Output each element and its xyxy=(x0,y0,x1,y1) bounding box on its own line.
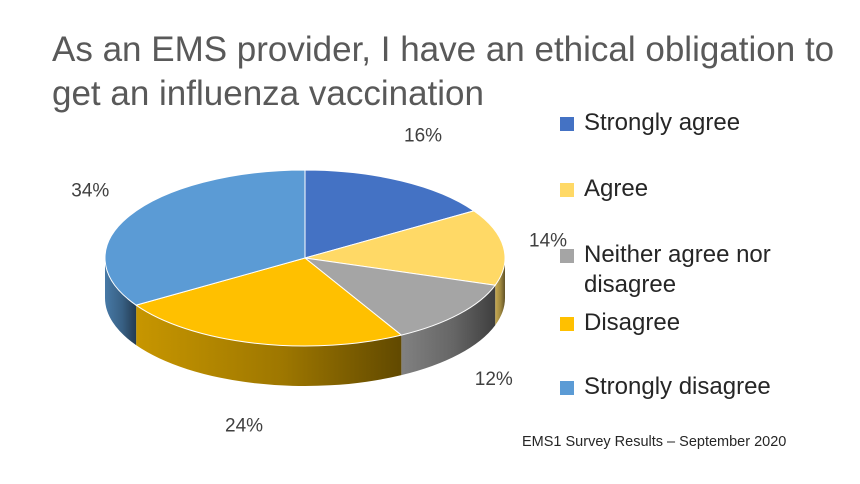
legend-swatch xyxy=(560,183,574,197)
data-label-neither-agree-nor-disagree: 12% xyxy=(475,369,513,390)
legend-swatch xyxy=(560,117,574,131)
legend-item-strongly-disagree: Strongly disagree xyxy=(560,372,771,402)
legend-label: Strongly agree xyxy=(584,109,741,136)
pie-slice-strongly-agree xyxy=(304,169,476,259)
data-label-disagree: 24% xyxy=(225,416,263,437)
legend-label: Strongly disagree xyxy=(584,373,771,400)
legend-label: Disagree xyxy=(584,309,681,336)
pie-side-strongly-disagree xyxy=(105,258,137,346)
legend-swatch xyxy=(560,381,574,395)
pie-slice-neither-agree-nor-disagree xyxy=(303,257,497,336)
legend-label: Agree xyxy=(584,175,649,202)
pie-side-agree xyxy=(495,258,505,326)
legend-item-agree: Agree xyxy=(560,174,648,204)
source-note: EMS1 Survey Results – September 2020 xyxy=(522,434,787,450)
data-label-agree: 14% xyxy=(529,230,567,251)
data-label-strongly-disagree: 34% xyxy=(71,181,109,202)
legend-swatch xyxy=(560,317,574,331)
pie-slice-disagree xyxy=(134,257,403,347)
legend-swatch xyxy=(560,249,574,263)
data-labels: 16% 14% 12% 24% 34% xyxy=(71,125,567,436)
pie-side-walls xyxy=(105,258,505,387)
pie-side-disagree xyxy=(136,305,402,387)
legend-item-neither-agree-nor-disagree: Neither agree nor disagree xyxy=(560,240,810,300)
chart-title: As an EMS provider, I have an ethical ob… xyxy=(52,30,835,113)
pie-slice-strongly-disagree xyxy=(104,169,306,306)
legend-item-strongly-agree: Strongly agree xyxy=(560,108,740,138)
pie-top-faces xyxy=(104,169,506,347)
legend-label: Neither agree nor disagree xyxy=(584,241,771,298)
pie-plot-area: 16% 14% 12% 24% 34% xyxy=(71,125,567,436)
data-label-strongly-agree: 16% xyxy=(404,125,442,146)
pie-side-neither-agree-nor-disagree xyxy=(401,285,496,376)
legend-item-disagree: Disagree xyxy=(560,308,680,338)
pie-slice-agree xyxy=(304,210,506,286)
